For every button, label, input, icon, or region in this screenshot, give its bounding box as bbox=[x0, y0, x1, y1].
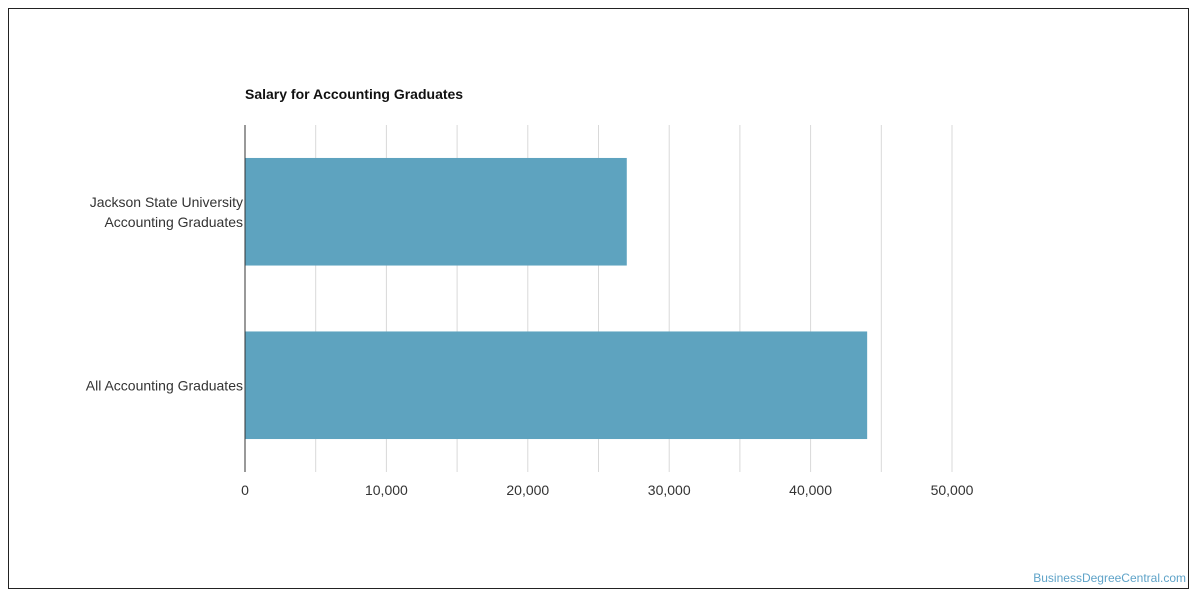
x-tick-label: 50,000 bbox=[931, 482, 974, 498]
x-tick-label: 10,000 bbox=[365, 482, 408, 498]
chart-title: Salary for Accounting Graduates bbox=[245, 86, 463, 102]
x-tick-label: 20,000 bbox=[506, 482, 549, 498]
x-tick-label: 30,000 bbox=[648, 482, 691, 498]
watermark[interactable]: BusinessDegreeCentral.com bbox=[1033, 571, 1186, 585]
category-label: All Accounting Graduates bbox=[86, 377, 243, 393]
category-labels: Jackson State University Accounting Gradu… bbox=[86, 194, 243, 394]
x-tick-labels: 0 10,000 20,000 30,000 40,000 50,000 bbox=[241, 482, 974, 498]
x-tick-label: 0 bbox=[241, 482, 249, 498]
x-tick-label: 40,000 bbox=[789, 482, 832, 498]
category-label: Jackson State University Accounting Gradu… bbox=[90, 194, 243, 230]
bar bbox=[245, 157, 627, 266]
bars bbox=[245, 157, 868, 440]
bar bbox=[245, 331, 868, 440]
